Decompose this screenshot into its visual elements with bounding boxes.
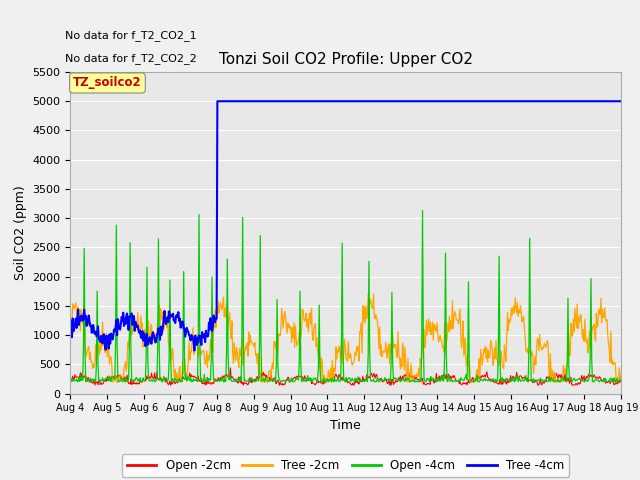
Legend: Open -2cm, Tree -2cm, Open -4cm, Tree -4cm: Open -2cm, Tree -2cm, Open -4cm, Tree -4… <box>122 454 569 477</box>
Open -2cm <box>430 380 438 386</box>
Open -4cm <box>218 374 226 380</box>
Text: TZ_soilco2: TZ_soilco2 <box>73 76 142 89</box>
Tree -4cm <box>77 318 84 324</box>
Open -4cm <box>189 379 196 384</box>
Line: Open -2cm: Open -2cm <box>70 368 621 385</box>
Tree -2cm <box>77 328 84 334</box>
Title: Tonzi Soil CO2 Profile: Upper CO2: Tonzi Soil CO2 Profile: Upper CO2 <box>219 52 472 67</box>
Tree -2cm <box>414 373 422 379</box>
Tree -2cm <box>617 372 625 378</box>
Open -4cm <box>133 375 141 381</box>
Tree -2cm <box>190 351 198 357</box>
Tree -2cm <box>219 301 227 307</box>
Tree -4cm <box>617 98 625 104</box>
Tree -4cm <box>191 348 198 353</box>
Open -2cm <box>67 378 74 384</box>
Line: Tree -4cm: Tree -4cm <box>70 101 621 350</box>
Open -4cm <box>419 208 426 214</box>
Tree -2cm <box>430 321 438 327</box>
Tree -2cm <box>364 291 372 297</box>
Open -2cm <box>77 370 84 376</box>
Tree -4cm <box>214 98 221 104</box>
Open -4cm <box>429 375 437 381</box>
Open -2cm <box>350 383 358 388</box>
X-axis label: Time: Time <box>330 419 361 432</box>
Tree -2cm <box>67 313 74 319</box>
Open -2cm <box>133 381 141 387</box>
Open -2cm <box>218 376 226 382</box>
Tree -4cm <box>133 324 141 329</box>
Text: No data for f_T2_CO2_1: No data for f_T2_CO2_1 <box>65 30 196 41</box>
Tree -4cm <box>220 98 227 104</box>
Tree -4cm <box>189 335 196 340</box>
Y-axis label: Soil CO2 (ppm): Soil CO2 (ppm) <box>14 185 27 280</box>
Open -4cm <box>413 378 420 384</box>
Tree -4cm <box>414 98 422 104</box>
Open -4cm <box>617 378 625 384</box>
Open -2cm <box>414 377 422 383</box>
Open -4cm <box>67 377 74 383</box>
Tree -4cm <box>67 327 74 333</box>
Tree -4cm <box>430 98 438 104</box>
Tree -2cm <box>109 379 116 385</box>
Open -2cm <box>189 373 196 379</box>
Tree -2cm <box>134 310 141 315</box>
Open -4cm <box>77 373 84 379</box>
Open -4cm <box>531 379 538 385</box>
Open -2cm <box>227 365 234 371</box>
Line: Tree -2cm: Tree -2cm <box>70 294 621 382</box>
Open -2cm <box>617 379 625 384</box>
Line: Open -4cm: Open -4cm <box>70 211 621 382</box>
Text: No data for f_T2_CO2_2: No data for f_T2_CO2_2 <box>65 53 196 64</box>
